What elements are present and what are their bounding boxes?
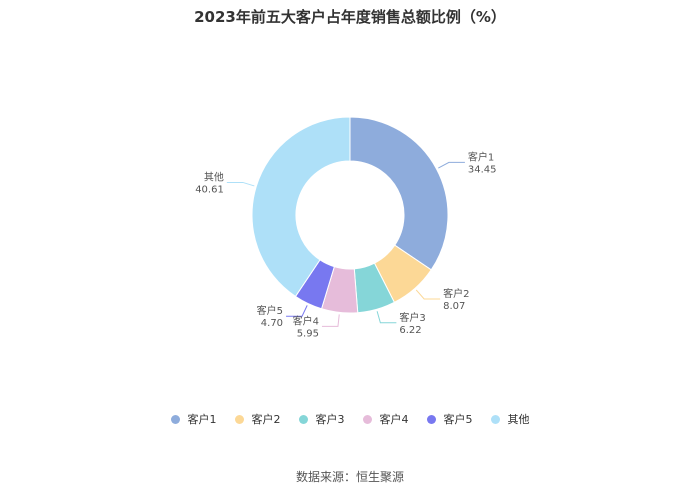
slice-0	[349, 116, 449, 271]
slice-5	[251, 116, 351, 298]
leader-line-2	[376, 311, 397, 324]
legend-label: 客户1	[187, 413, 217, 426]
legend-item-1[interactable]: 客户2	[234, 411, 281, 427]
legend-item-4[interactable]: 客户5	[426, 411, 473, 427]
slice-label-name-4: 客户5	[257, 304, 283, 317]
leader-line-4	[286, 305, 308, 317]
legend-swatch-icon	[426, 414, 436, 424]
leader-line-5	[226, 181, 255, 187]
legend-item-2[interactable]: 客户3	[298, 411, 345, 427]
chart-legend: 客户1 客户2 客户3 客户4 客户5 其他	[0, 411, 700, 427]
slice-label-name-5: 其他	[204, 170, 224, 183]
legend-swatch-icon	[234, 414, 244, 424]
leader-line-0	[438, 161, 465, 169]
legend-swatch-icon	[490, 414, 500, 424]
legend-label: 客户5	[443, 413, 473, 426]
slice-label-value-2: 6.22	[399, 325, 421, 336]
slice-label-name-0: 客户1	[468, 150, 494, 163]
leader-line-1	[415, 289, 441, 300]
donut-slices	[251, 116, 449, 314]
slice-label-value-3: 5.95	[297, 328, 319, 339]
legend-swatch-icon	[170, 414, 180, 424]
slice-label-name-2: 客户3	[399, 311, 425, 324]
label-leader-lines	[226, 161, 465, 327]
legend-label: 客户3	[315, 413, 345, 426]
leader-line-3	[321, 314, 340, 327]
slice-label-value-4: 4.70	[261, 318, 283, 329]
slice-label-value-0: 34.45	[468, 164, 497, 175]
legend-item-0[interactable]: 客户1	[170, 411, 217, 427]
data-source-note: 数据来源：恒生聚源	[295, 470, 404, 484]
legend-swatch-icon	[298, 414, 308, 424]
slice-label-name-1: 客户2	[443, 287, 469, 300]
slice-label-name-3: 客户4	[293, 314, 319, 327]
slice-label-value-5: 40.61	[195, 184, 224, 195]
legend-swatch-icon	[362, 414, 372, 424]
legend-item-3[interactable]: 客户4	[362, 411, 409, 427]
legend-item-5[interactable]: 其他	[490, 411, 530, 427]
slice-label-value-1: 8.07	[443, 301, 465, 312]
chart-title: 2023年前五大客户占年度销售总额比例（%）	[194, 8, 506, 26]
legend-label: 客户2	[251, 413, 281, 426]
legend-label: 客户4	[379, 413, 409, 426]
legend-label: 其他	[507, 413, 530, 426]
